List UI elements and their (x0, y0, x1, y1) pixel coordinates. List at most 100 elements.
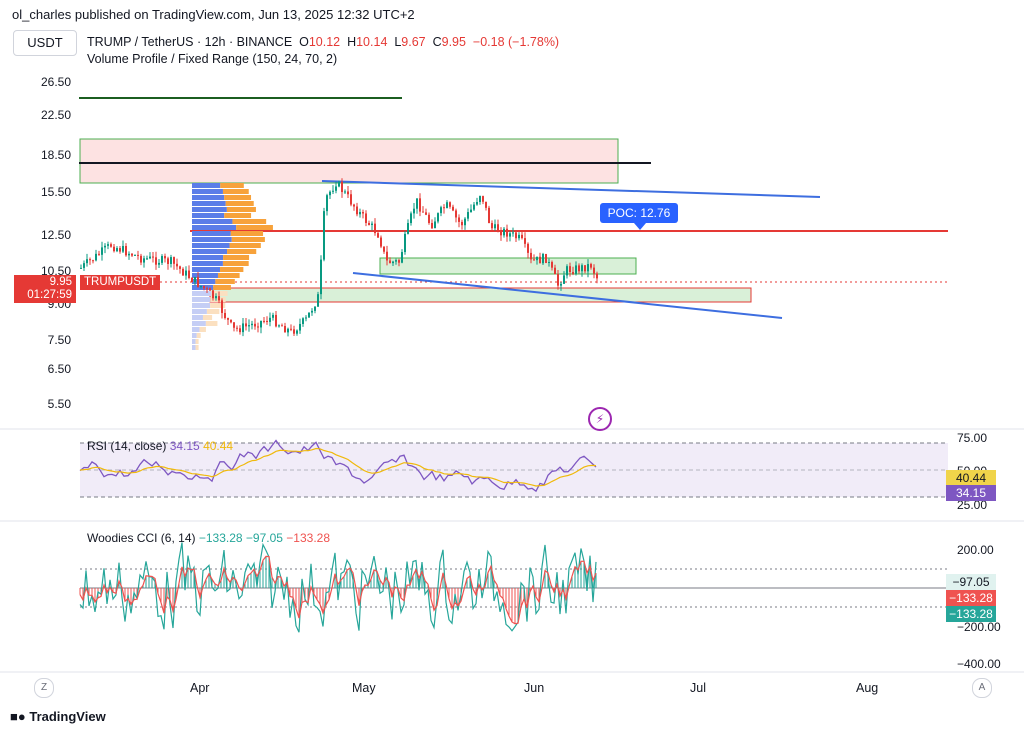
volume-profile-bar-up (192, 291, 212, 296)
candle-body (455, 210, 457, 218)
candle-body (356, 206, 358, 215)
time-label: Jul (690, 681, 706, 695)
candle-body (410, 213, 412, 224)
volume-profile (192, 183, 273, 350)
rsi-value-badge: 34.15 (946, 485, 996, 501)
volume-profile-bar-down (231, 237, 265, 242)
volume-profile-bar-up (192, 213, 225, 218)
candle-body (596, 273, 598, 279)
symbol-title[interactable]: TRUMP / TetherUS · 12h · BINANCE (87, 35, 293, 49)
auto-scale-button[interactable]: A (972, 678, 992, 698)
lightning-icon[interactable]: ⚡ (588, 407, 612, 431)
candle-body (197, 277, 199, 287)
candle-body (428, 214, 430, 223)
candle-body (344, 191, 346, 193)
candle-body (416, 198, 418, 209)
candle-body (86, 259, 88, 264)
candle-body (98, 253, 100, 255)
rsi-legend[interactable]: RSI (14, close) 34.15 40.44 (87, 439, 233, 453)
candle-body (581, 265, 583, 272)
current-price: 9.95 (49, 276, 72, 288)
candle-body (485, 201, 487, 208)
volume-profile-bar-down (202, 315, 213, 320)
indicator-legend[interactable]: Volume Profile / Fixed Range (150, 24, 7… (87, 52, 338, 66)
candle-body (488, 207, 490, 224)
candle-body (584, 265, 586, 272)
candle-body (176, 263, 178, 267)
candle-body (464, 218, 466, 226)
candle-body (287, 328, 289, 333)
volume-profile-bar-up (192, 333, 197, 338)
cci-axis-label: −200.00 (957, 620, 1001, 634)
candle-body (227, 318, 229, 320)
candle-body (251, 323, 253, 326)
candle-body (293, 329, 295, 334)
volume-profile-bar-up (192, 273, 218, 278)
trendline-upper (321, 180, 821, 198)
candle-body (530, 252, 532, 260)
candle-body (245, 323, 247, 327)
candle-body (107, 244, 109, 246)
candle-body (407, 223, 409, 234)
candle-body (509, 233, 511, 237)
rsi-ma-badge: 40.44 (946, 470, 996, 486)
rsi-axis-label: 75.00 (957, 431, 988, 445)
volume-profile-bar-down (220, 183, 244, 188)
candle-body (551, 262, 553, 268)
candle-body (332, 190, 334, 192)
candle-body (269, 317, 271, 322)
bar-countdown: 01:27:59 (27, 289, 72, 301)
candle-body (368, 222, 370, 225)
candle-body (557, 274, 559, 286)
zoom-reset-button[interactable]: Z (34, 678, 54, 698)
candle-body (392, 261, 394, 264)
candle-body (476, 202, 478, 205)
candle-body (521, 234, 523, 239)
candle-body (248, 325, 250, 327)
candle-body (170, 257, 172, 264)
candle-body (317, 294, 319, 307)
price-label: 15.50 (40, 185, 71, 199)
close-value: 9.95 (441, 35, 466, 49)
candle-body (431, 222, 433, 229)
candle-body (284, 325, 286, 333)
volume-profile-bar-down (224, 195, 252, 200)
candle-body (233, 322, 235, 328)
volume-profile-bar-up (192, 201, 226, 206)
volume-profile-bar-down (213, 285, 231, 290)
time-label: Apr (190, 681, 210, 695)
candle-body (158, 262, 160, 265)
candle-body (347, 191, 349, 195)
poc-label[interactable]: POC: 12.76 (600, 203, 678, 223)
volume-profile-bar-down (195, 339, 199, 344)
candle-body (101, 247, 103, 255)
price-label: 12.50 (40, 228, 71, 242)
candle-body (182, 268, 184, 276)
candle-body (341, 181, 343, 193)
volume-profile-bar-down (229, 243, 261, 248)
candle-body (203, 285, 205, 289)
candle-body (122, 245, 124, 252)
cci-axis-label: 200.00 (957, 543, 994, 557)
candle-body (326, 195, 328, 212)
demand-zone-mid (379, 257, 637, 275)
candle-body (362, 212, 364, 214)
candle-body (413, 208, 415, 214)
volume-profile-bar-down (232, 219, 267, 224)
close-label: C (432, 35, 442, 49)
candle-body (116, 248, 118, 252)
candle-body (422, 211, 424, 213)
volume-profile-bar-up (192, 237, 232, 242)
volume-profile-bar-down (215, 279, 235, 284)
cci-fast-badge: −97.05 (946, 574, 996, 590)
volume-profile-bar-down (210, 297, 226, 302)
cci-axis-label: −400.00 (957, 657, 1001, 671)
candle-body (104, 245, 106, 248)
time-label: May (352, 681, 376, 695)
candle-body (338, 181, 340, 187)
candle-body (440, 207, 442, 214)
cci-legend[interactable]: Woodies CCI (6, 14) −133.28 −97.05 −133.… (87, 531, 330, 545)
currency-button[interactable]: USDT (13, 30, 77, 56)
candle-body (575, 265, 577, 274)
